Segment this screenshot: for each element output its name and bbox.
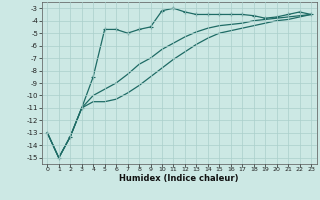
X-axis label: Humidex (Indice chaleur): Humidex (Indice chaleur) bbox=[119, 174, 239, 183]
